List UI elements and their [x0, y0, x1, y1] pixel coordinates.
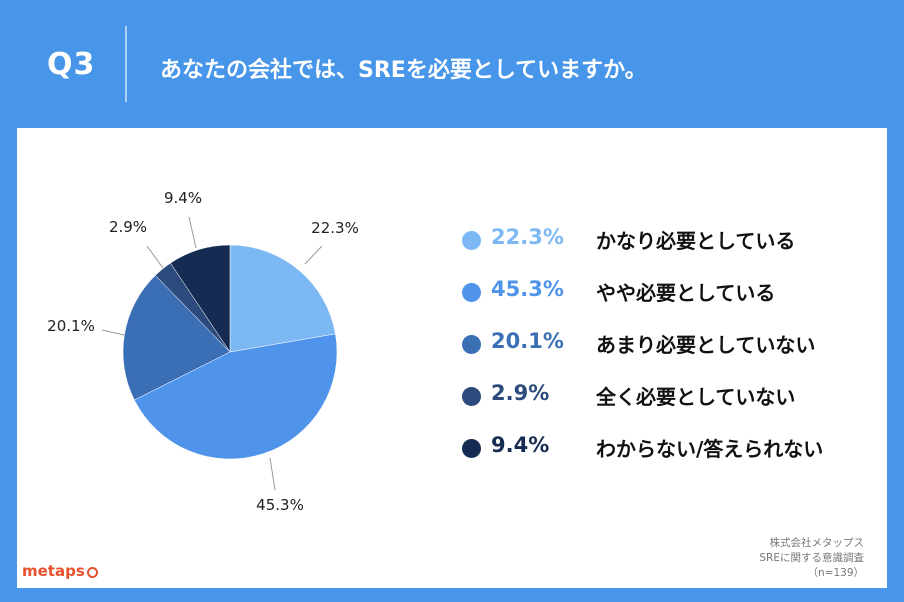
question-label: Q3 [47, 47, 96, 82]
legend-item: 9.4% わからない/答えられない [458, 430, 878, 461]
pie-slice-1 [229, 244, 336, 353]
legend-percent: 45.3% [491, 277, 564, 301]
pie-value-label-3: 20.1% [47, 317, 95, 335]
legend-item: 45.3% やや必要としている [458, 274, 878, 305]
leader-line-3 [101, 329, 125, 336]
logo-mark-icon [86, 567, 98, 578]
leader-line-1 [304, 245, 323, 265]
legend-dot-icon [462, 387, 481, 406]
legend-label: やや必要としている [596, 281, 776, 305]
legend-percent: 9.4% [491, 433, 550, 457]
pie-value-label-2: 45.3% [256, 496, 304, 514]
legend-dot-icon [462, 439, 481, 458]
legend-label: 全く必要としていない [596, 385, 796, 409]
legend-item: 20.1% あまり必要としていない [458, 326, 878, 357]
pie-slice-5 [170, 244, 231, 353]
legend-dot-icon [462, 283, 481, 302]
legend-item: 22.3% かなり必要としている [458, 222, 878, 253]
leader-line-5 [188, 216, 197, 249]
leader-line-4 [146, 245, 164, 269]
legend-percent: 22.3% [491, 225, 564, 249]
credit: 株式会社メタップス SREに関する意識調査 （n=139） [759, 536, 864, 581]
pie-value-label-1: 22.3% [311, 219, 359, 237]
survey-name: SREに関する意識調査 [759, 552, 864, 564]
header-divider [125, 26, 127, 102]
pie-slice-3 [122, 275, 231, 401]
pie-slice-2 [134, 333, 338, 460]
sample-size: （n=139） [807, 567, 865, 579]
header: Q3 あなたの会社では、SREを必要としていますか。 [0, 0, 904, 128]
pie-value-label-5: 9.4% [164, 189, 202, 207]
legend-label: あまり必要としていない [596, 333, 816, 357]
leader-line-2 [269, 457, 276, 491]
pie-value-label-4: 2.9% [109, 218, 147, 236]
legend-label: かなり必要としている [596, 229, 796, 253]
legend-percent: 2.9% [491, 381, 550, 405]
company-name: 株式会社メタップス [769, 537, 865, 549]
legend-item: 2.9% 全く必要としていない [458, 378, 878, 409]
legend-dot-icon [462, 231, 481, 250]
legend-percent: 20.1% [491, 329, 564, 353]
legend-label: わからない/答えられない [596, 437, 824, 461]
legend-dot-icon [462, 335, 481, 354]
page-title: あなたの会社では、SREを必要としていますか。 [160, 58, 647, 83]
metaps-logo: metaps [22, 562, 98, 580]
